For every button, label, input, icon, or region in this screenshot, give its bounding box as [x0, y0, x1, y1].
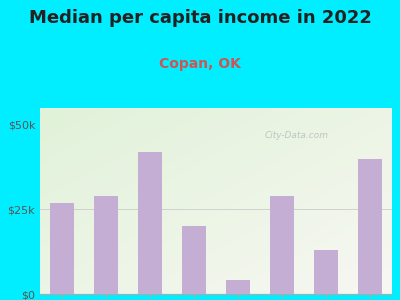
Bar [314, 250, 338, 294]
Text: City-Data.com: City-Data.com [265, 131, 329, 140]
Bar [226, 280, 250, 294]
Bar [94, 196, 118, 294]
Bar [182, 226, 206, 294]
Bar [50, 203, 74, 294]
Bar [358, 159, 382, 294]
Text: Copan, OK: Copan, OK [159, 57, 241, 71]
Text: Median per capita income in 2022: Median per capita income in 2022 [28, 9, 372, 27]
Bar [138, 152, 162, 294]
Bar [270, 196, 294, 294]
